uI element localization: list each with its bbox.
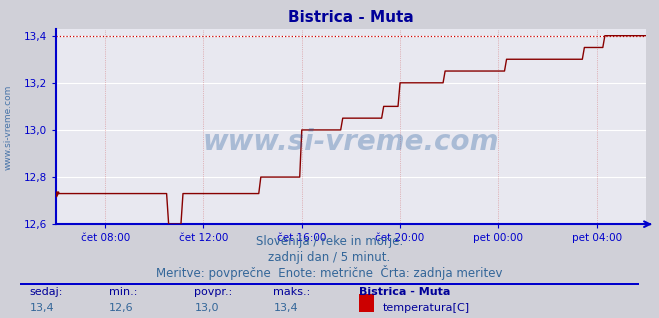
Title: Bistrica - Muta: Bistrica - Muta	[288, 10, 414, 25]
Text: 13,4: 13,4	[30, 303, 54, 313]
Text: www.si-vreme.com: www.si-vreme.com	[3, 85, 13, 170]
Text: Bistrica - Muta: Bistrica - Muta	[359, 287, 451, 297]
Text: 12,6: 12,6	[109, 303, 133, 313]
Text: 13,4: 13,4	[273, 303, 298, 313]
Text: zadnji dan / 5 minut.: zadnji dan / 5 minut.	[268, 252, 391, 264]
Text: 13,0: 13,0	[194, 303, 219, 313]
Text: Slovenija / reke in morje.: Slovenija / reke in morje.	[256, 236, 403, 248]
Text: sedaj:: sedaj:	[30, 287, 63, 297]
Text: min.:: min.:	[109, 287, 137, 297]
Text: Meritve: povprečne  Enote: metrične  Črta: zadnja meritev: Meritve: povprečne Enote: metrične Črta:…	[156, 265, 503, 280]
Text: www.si-vreme.com: www.si-vreme.com	[203, 128, 499, 156]
Text: maks.:: maks.:	[273, 287, 311, 297]
Text: temperatura[C]: temperatura[C]	[383, 303, 470, 313]
Text: povpr.:: povpr.:	[194, 287, 233, 297]
